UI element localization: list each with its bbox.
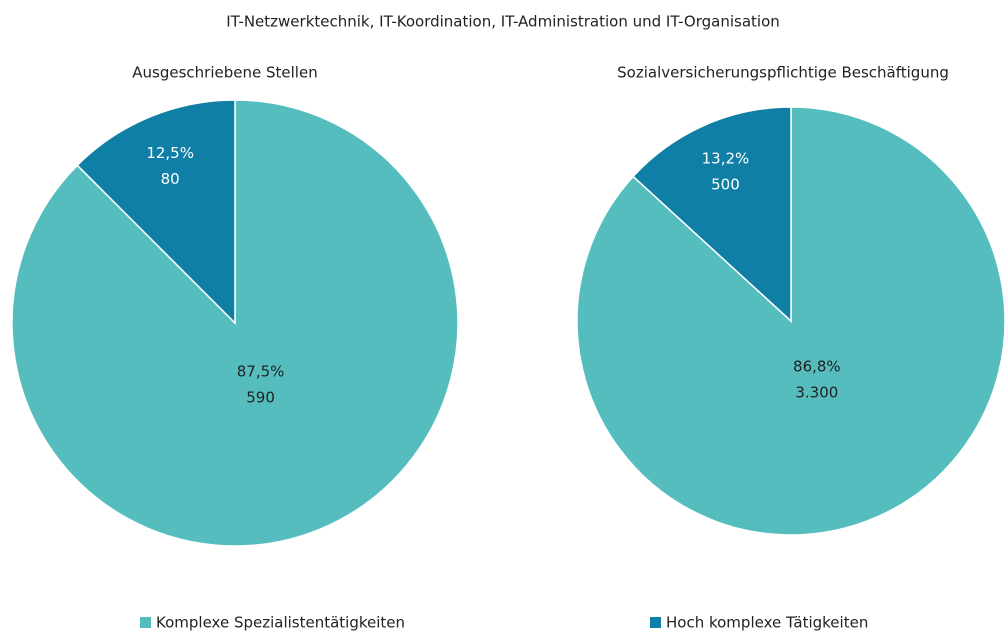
legend-swatch (650, 617, 661, 628)
percent-label: 12,5% (146, 144, 194, 162)
pie-slice (76, 99, 236, 325)
count-label: 500 (711, 176, 740, 194)
pie-slice (11, 99, 459, 547)
legend-label: Komplexe Spezialistentätigkeiten (156, 614, 405, 632)
pie-title: Ausgeschriebene Stellen (132, 64, 317, 82)
count-label: 3.300 (795, 383, 838, 401)
main-title: IT-Netzwerktechnik, IT-Koordination, IT-… (226, 13, 780, 31)
percent-label: 87,5% (237, 362, 285, 380)
count-label: 80 (161, 170, 180, 188)
pie-slice (632, 106, 792, 323)
pie-title: Sozialversicherungspflichtige Beschäftig… (617, 64, 949, 82)
count-label: 590 (246, 388, 275, 406)
legend-swatch (140, 617, 151, 628)
percent-label: 86,8% (793, 357, 841, 375)
legend-label: Hoch komplexe Tätigkeiten (666, 614, 868, 632)
percent-label: 13,2% (702, 150, 750, 168)
